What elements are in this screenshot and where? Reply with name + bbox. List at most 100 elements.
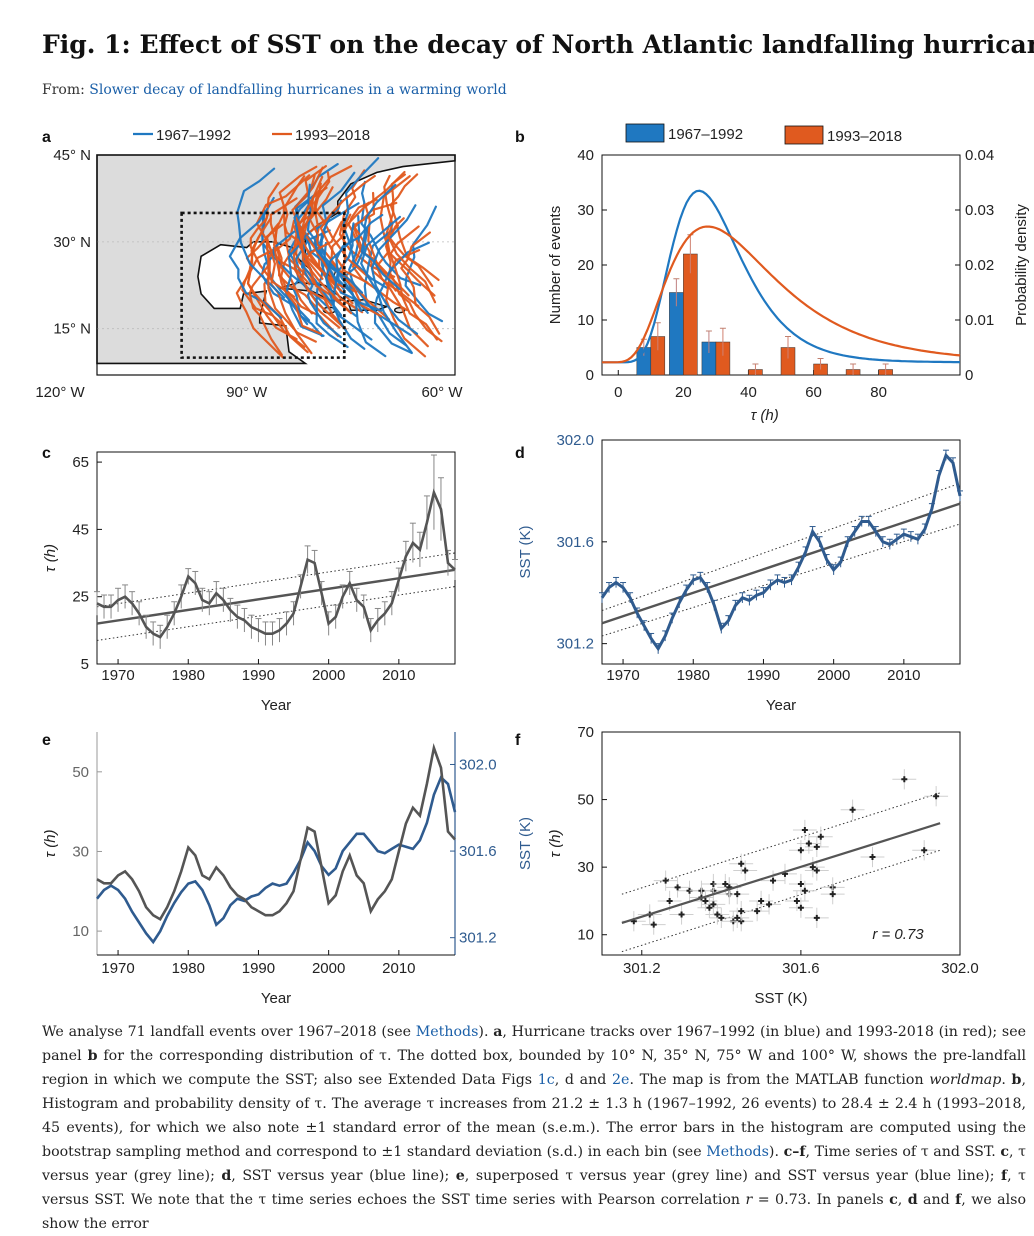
tau-panel-frame xyxy=(96,451,456,665)
legend-label-1993-2018: 1993–2018 xyxy=(827,128,902,145)
map-lon-tick: 60° W xyxy=(421,384,463,401)
scatter-point xyxy=(797,881,804,888)
map-lat-tick: 30° N xyxy=(53,234,91,251)
hist-y2tick-label: 0 xyxy=(965,367,973,384)
track-1993-2018 xyxy=(389,225,438,341)
histogram-panel: 0 10 20 30 40 0 0.01 0.02 0.03 0.04 0 20 40 60 80 τ (h)… xyxy=(547,123,1030,424)
caption-text: . xyxy=(1001,1072,1012,1088)
scatter-ylabel: τ (h) xyxy=(547,829,564,857)
scatter-point xyxy=(809,864,816,871)
overlay-xtick-label: 2010 xyxy=(382,960,415,977)
scatter-point xyxy=(758,897,765,904)
scatter-point xyxy=(722,881,729,888)
track-1993-2018 xyxy=(265,222,317,343)
methods-link[interactable]: Methods xyxy=(415,1024,479,1040)
caption-text: , d and xyxy=(554,1072,612,1088)
overlay-xtick-label: 2000 xyxy=(312,960,345,977)
sst-ylabel: SST (K) xyxy=(517,525,534,578)
track-1993-2018 xyxy=(400,231,441,335)
scatter-point xyxy=(805,840,812,847)
overlay-xlabel: Year xyxy=(261,990,291,1007)
scatter-point xyxy=(734,914,741,921)
scatter-point xyxy=(793,897,800,904)
tau-xtick-label: 1990 xyxy=(242,667,275,684)
from-label: From: xyxy=(42,82,85,98)
tau-trend-line xyxy=(96,568,456,625)
extended-fig-2e-link[interactable]: 2e xyxy=(612,1072,630,1088)
sst-xtick-label: 2000 xyxy=(817,667,850,684)
hist-y2tick-label: 0.04 xyxy=(965,147,994,164)
overlay-y2tick-label: 301.2 xyxy=(459,930,497,947)
extended-fig-1c-link[interactable]: 1c xyxy=(537,1072,555,1088)
sst-ytick-label: 302.0 xyxy=(556,432,594,449)
scatter-ytick-label: 10 xyxy=(577,927,594,944)
track-1993-2018 xyxy=(248,244,283,356)
hist-xtick-label: 80 xyxy=(870,384,887,401)
caption-text: for the corresponding distribution of τ.… xyxy=(42,1048,1026,1088)
caption-text: ). xyxy=(478,1024,494,1040)
overlay-ytick-label: 30 xyxy=(72,843,89,860)
scatter-point xyxy=(674,884,681,891)
caption-text: , SST versus year (blue line); xyxy=(231,1168,456,1184)
scatter-point xyxy=(797,847,804,854)
track-1993-2018 xyxy=(297,175,349,311)
sst-confidence-low xyxy=(601,523,961,637)
scatter-ytick-label: 70 xyxy=(577,724,594,741)
scatter-point xyxy=(933,793,940,800)
tau-ytick-label: 45 xyxy=(72,521,89,538)
track-1993-2018 xyxy=(383,174,437,304)
source-article-link[interactable]: Slower decay of landfalling hurricanes i… xyxy=(89,82,507,98)
scatter-point xyxy=(813,867,820,874)
overlay-ytick-label: 50 xyxy=(72,764,89,781)
hist-ytick-label: 30 xyxy=(577,202,594,219)
panel-label-f: f xyxy=(515,732,521,749)
legend-label-1967-1992: 1967–1992 xyxy=(668,126,743,143)
overlay-ylabel-right: SST (K) xyxy=(517,817,534,870)
tau-xtick-label: 1980 xyxy=(172,667,205,684)
overlay-panel: 10 30 50 301.2 301.6 302.0 1970 1980 1990 2000 201… xyxy=(42,732,534,1007)
track-1993-2018 xyxy=(235,247,284,359)
track-1967-1992 xyxy=(236,167,286,299)
scatter-xtick-label: 301.2 xyxy=(623,960,661,977)
overlay-ytick-label: 10 xyxy=(72,923,89,940)
scatter-point xyxy=(770,877,777,884)
tau-series-line xyxy=(96,488,456,639)
tau-panel: 5 25 45 65 1970 1980 1990 2000 2010 Year τ (h) xyxy=(42,451,458,714)
caption-panel-label: b xyxy=(1011,1072,1022,1088)
caption-panel-label: f xyxy=(1001,1168,1008,1184)
scatter-xtick-label: 301.6 xyxy=(782,960,820,977)
methods-link-2[interactable]: Methods xyxy=(706,1144,769,1160)
caption-panel-label: c xyxy=(889,1192,898,1208)
sst-xtick-label: 2010 xyxy=(887,667,920,684)
scatter-confidence-high xyxy=(621,792,941,895)
panel-label-e: e xyxy=(42,732,51,749)
panel-label-d: d xyxy=(515,445,525,462)
figure-caption: We analyse 71 landfall events over 1967–… xyxy=(42,1020,1026,1236)
map-lat-tick: 45° N xyxy=(53,147,91,164)
overlay-y2tick-label: 301.6 xyxy=(459,843,497,860)
caption-text: , Time series of τ and SST. xyxy=(805,1144,1001,1160)
caption-panel-label: a xyxy=(493,1024,503,1040)
track-1993-2018 xyxy=(263,219,309,354)
legend-swatch-1967-1992 xyxy=(625,123,665,143)
scatter-point xyxy=(666,897,673,904)
tau-xlabel: Year xyxy=(261,697,291,714)
caption-panel-label: d xyxy=(907,1192,918,1208)
hist-xlabel: τ (h) xyxy=(751,407,779,424)
scatter-trend-line xyxy=(621,822,941,924)
sst-series-line xyxy=(600,452,962,652)
overlay-tau-line xyxy=(96,742,456,921)
track-1967-1992 xyxy=(319,171,363,312)
track-1967-1992 xyxy=(360,215,413,354)
panel-label-c: c xyxy=(42,445,51,462)
tau-ytick-label: 5 xyxy=(81,656,89,673)
track-1967-1992 xyxy=(228,207,283,319)
scatter-point xyxy=(678,911,685,918)
track-1993-2018 xyxy=(313,194,364,314)
source-line: From: Slower decay of landfalling hurric… xyxy=(42,82,507,98)
track-1967-1992 xyxy=(363,221,407,347)
scatter-point xyxy=(813,843,820,850)
track-1967-1992 xyxy=(348,215,412,336)
map-lon-tick: 90° W xyxy=(226,384,268,401)
hist-xtick-label: 60 xyxy=(805,384,822,401)
